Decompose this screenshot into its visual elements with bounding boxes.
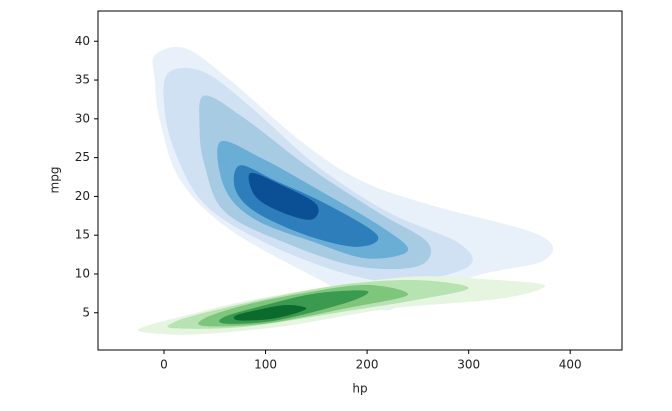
x-tick-label: 400: [559, 358, 582, 372]
x-tick-label: 300: [457, 358, 480, 372]
x-tick-label: 100: [254, 358, 277, 372]
axes-frame: [97, 10, 623, 351]
y-tick-label: 20: [75, 189, 90, 203]
density-contour: [248, 172, 319, 220]
y-tick-label: 30: [75, 111, 90, 125]
y-tick-label: 5: [82, 305, 90, 319]
plot-area: [137, 46, 554, 335]
x-tick-label: 0: [160, 358, 168, 372]
y-tick-label: 35: [75, 73, 90, 87]
y-tick-label: 40: [75, 34, 90, 48]
x-axis-label: hp: [352, 382, 367, 396]
y-axis-label: mpg: [48, 167, 62, 194]
density-contour: [233, 304, 307, 321]
x-tick-label: 200: [356, 358, 379, 372]
y-tick-label: 15: [75, 228, 90, 242]
y-tick-label: 10: [75, 266, 90, 280]
y-tick-label: 25: [75, 150, 90, 164]
